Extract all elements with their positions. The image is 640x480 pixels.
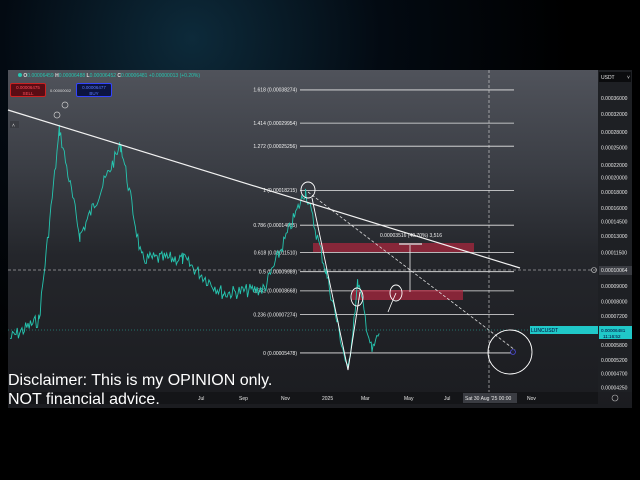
price-tick: 0.00016000 — [601, 206, 628, 212]
price-tick: 0.00004250 — [601, 385, 628, 391]
measure-label: 0.00003516 (40.70%) 3,516 — [380, 233, 442, 239]
eye-icon[interactable] — [53, 111, 61, 119]
last-price-tag — [599, 326, 632, 339]
fib-level-label: 0 (0.00005478) — [263, 351, 297, 357]
time-tick: Jul — [444, 396, 450, 402]
low-label: L — [86, 73, 90, 79]
fib-level-label: 0.618 (0.00011510) — [254, 250, 298, 256]
buy-price: 0.00006477 — [82, 85, 106, 90]
fib-level-label: 0.236 (0.00007274) — [253, 312, 297, 318]
countdown: 11:16:52 — [603, 334, 621, 339]
change-value: +0.00000013 (+0.20%) — [148, 73, 200, 79]
time-tick: 2025 — [322, 396, 333, 402]
price-tick: 0.00005800 — [601, 343, 628, 349]
fib-level-label: 0.382 (0.00008668) — [253, 289, 297, 295]
disclaimer-line-2: NOT financial advice. — [8, 391, 160, 408]
last-price-value: 0.00006481 — [601, 328, 626, 333]
buy-button[interactable]: 0.00006477 BUY — [76, 83, 112, 97]
currency-label: USDT — [601, 75, 615, 81]
close-value: 0.00006481 — [121, 73, 148, 79]
crosshair-price: 0.00010064 — [601, 268, 628, 274]
disclaimer-line-1: Disclaimer: This is my OPINION only. — [8, 372, 273, 389]
hand-circle-target — [487, 329, 533, 375]
fib-level-label: 1 (0.00018215) — [263, 188, 297, 194]
time-tick: May — [404, 396, 414, 402]
downtrend-line[interactable] — [7, 109, 521, 269]
high-value: 0.00006488 — [58, 73, 86, 79]
price-series — [9, 124, 380, 367]
time-tick: Jul — [198, 396, 204, 402]
spread: 0.00000002 — [50, 88, 72, 93]
price-tick: 0.00005200 — [601, 358, 628, 364]
price-tick: 0.00032000 — [601, 112, 628, 118]
low-value: 0.00006452 — [89, 73, 117, 79]
open-label: O — [23, 73, 28, 79]
price-tick: 0.00007200 — [601, 314, 628, 320]
high-label: H — [55, 73, 59, 79]
open-value: 0.00006459 — [27, 73, 54, 79]
support-zone[interactable] — [352, 290, 463, 300]
fib-level-label: 0.786 (0.00014085) — [253, 223, 297, 229]
chart-panel — [8, 70, 632, 408]
buy-label: BUY — [89, 91, 99, 96]
resistance-zone[interactable] — [313, 243, 474, 252]
price-tick: 0.00020000 — [601, 176, 628, 182]
hand-circle-breakout — [389, 284, 403, 302]
symbol-label: LUNCUSDT — [531, 328, 558, 334]
fib-level-label: 1.618 (0.00038274) — [253, 88, 297, 94]
time-axis[interactable] — [8, 392, 598, 404]
price-tick: 0.00018000 — [601, 190, 628, 196]
hand-circle-retest — [350, 287, 364, 307]
projection-line[interactable] — [307, 191, 516, 351]
sell-label: SELL — [22, 91, 34, 96]
settings-icon[interactable] — [611, 394, 619, 402]
price-tick: 0.00028000 — [601, 130, 628, 136]
ohlc-legend: O0.00006459 H0.00006488 L0.00006452 C0.0… — [18, 73, 200, 79]
hand-circle-top — [300, 181, 316, 199]
price-tick: 0.00011500 — [601, 251, 627, 257]
time-tick: Sep — [239, 396, 248, 402]
hand-arrow — [387, 292, 397, 313]
crosshair-time-tag — [463, 393, 517, 403]
hand-drawn-v — [311, 197, 361, 371]
price-tick: 0.00014500 — [601, 219, 628, 225]
target-point[interactable] — [510, 349, 516, 355]
time-tick: Mar — [361, 396, 370, 402]
symbol-tag — [530, 326, 598, 334]
chevron-up-icon: ˄ — [12, 123, 15, 129]
price-tick: 0.00008000 — [601, 300, 628, 306]
fib-level-label: 1.272 (0.00025256) — [253, 144, 297, 150]
close-label: C — [117, 73, 122, 79]
price-tick: 0.00036000 — [601, 96, 628, 102]
currency-selector[interactable] — [599, 72, 631, 82]
fib-level-label: 1.414 (0.00029954) — [253, 121, 297, 127]
time-tick: Nov — [281, 396, 290, 402]
crosshair-time: Sat 30 Aug '25 00:00 — [465, 396, 511, 402]
price-tick: 0.00009000 — [601, 284, 628, 290]
price-tick: 0.00004700 — [601, 372, 628, 378]
add-alert-icon[interactable] — [591, 267, 597, 273]
crosshair-price-tag — [599, 266, 632, 275]
collapse-button[interactable] — [10, 121, 19, 128]
chevron-down-icon: ˅ — [627, 75, 630, 81]
status-dot — [18, 73, 22, 77]
time-tick: Nov — [527, 396, 536, 402]
sell-button[interactable]: 0.00006475 SELL — [10, 83, 46, 97]
price-tick: 0.00022000 — [601, 163, 628, 169]
price-tick: 0.00013000 — [601, 234, 628, 240]
eye-icon[interactable] — [61, 101, 69, 109]
sell-price: 0.00006475 — [16, 85, 40, 90]
fib-level-label: 0.5 (0.00009989) — [259, 269, 297, 275]
price-tick: 0.00025000 — [601, 146, 628, 152]
